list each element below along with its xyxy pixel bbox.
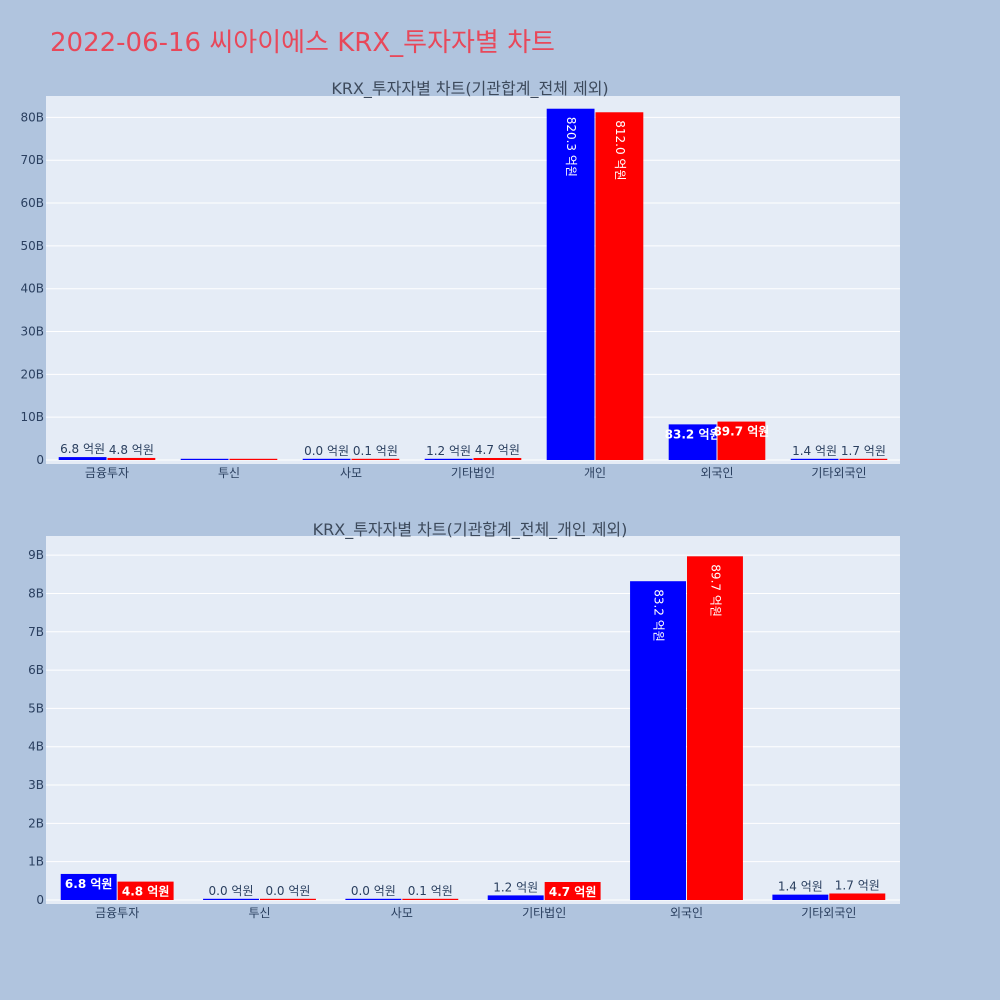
buy-bar [668,424,717,460]
sell-bar [687,556,743,900]
data-label: 0.1 억원 [408,884,453,898]
buy-bar [58,457,107,460]
data-label: 89.7 억원 [713,425,769,439]
sell-bar [402,898,459,900]
sell-bar [544,881,601,900]
data-label: 1.2 억원 [426,444,471,458]
buy-bar [487,895,544,900]
chart-title: KRX_투자자별 차트(기관합계_전체 제외) [331,79,608,99]
data-label: 0.0 억원 [351,884,396,898]
x-tick-label: 외국인 [670,906,703,920]
chart-title: KRX_투자자별 차트(기관합계_전체_개인 제외) [313,520,628,540]
y-tick-label: 30B [20,325,44,339]
data-label: 89.7 억원 [708,564,722,617]
y-tick-label: 10B [20,410,44,424]
data-label: 0.1 억원 [353,444,398,458]
y-tick-label: 2B [28,816,44,830]
data-label: 4.7 억원 [549,885,597,899]
x-tick-label: 금융투자 [85,466,129,480]
y-tick-label: 80B [20,110,44,124]
buy-bar [302,458,351,460]
x-tick-label: 기타외국인 [801,906,856,920]
x-tick-label: 사모 [340,466,362,480]
data-label: 83.2 억원 [652,589,666,642]
y-tick-label: 0 [36,893,44,907]
buy-bar [790,458,839,460]
y-tick-label: 8B [28,586,44,600]
data-label: 1.2 억원 [493,880,538,894]
plot-area [46,96,900,464]
x-tick-label: 사모 [391,906,413,920]
y-tick-label: 1B [28,855,44,869]
y-tick-label: 7B [28,625,44,639]
sell-bar [351,458,400,460]
data-label: 0.0 억원 [265,884,310,898]
sell-bar [229,458,278,460]
data-label: 1.7 억원 [841,444,886,458]
data-label: 820.3 억원 [564,117,578,177]
x-tick-label: 금융투자 [95,906,139,920]
data-label: 4.8 억원 [122,885,170,899]
sell-bar [829,893,886,900]
data-label: 812.0 억원 [613,120,627,180]
y-tick-label: 0 [36,453,44,467]
data-label: 1.4 억원 [778,880,823,894]
y-tick-label: 60B [20,196,44,210]
x-tick-label: 기타법인 [522,906,566,920]
y-tick-label: 20B [20,367,44,381]
sell-bar [260,898,316,900]
y-tick-label: 70B [20,153,44,167]
buy-bar [60,873,117,900]
x-tick-label: 투신 [218,466,240,480]
y-tick-label: 9B [28,548,44,562]
data-label: 0.0 억원 [304,444,349,458]
sell-bar [473,457,522,460]
data-label: 83.2 억원 [665,427,721,441]
y-tick-label: 6B [28,663,44,677]
sell-bar [839,458,888,460]
page-title: 2022-06-16 씨아이에스 KRX_투자자별 차트 [50,28,555,58]
sell-bar [595,112,644,460]
data-label: 1.7 억원 [835,878,880,892]
buy-bar [180,458,229,460]
x-tick-label: 개인 [584,466,606,480]
plot-area [46,536,900,904]
y-tick-label: 40B [20,282,44,296]
buy-bar [546,108,595,460]
sell-bar [717,421,766,460]
buy-bar [630,581,686,900]
x-tick-label: 기타외국인 [811,466,866,480]
data-label: 4.8 억원 [109,443,154,457]
buy-bar [424,458,473,460]
sell-bar [117,881,174,900]
y-tick-label: 5B [28,701,44,715]
data-label: 1.4 억원 [792,444,837,458]
buy-bar [203,898,259,900]
x-tick-label: 기타법인 [451,466,495,480]
y-tick-label: 4B [28,740,44,754]
sell-bar [107,457,156,460]
y-tick-label: 50B [20,239,44,253]
x-tick-label: 외국인 [700,466,733,480]
data-label: 6.8 억원 [60,442,105,456]
buy-bar [345,898,402,900]
data-label: 6.8 억원 [65,877,113,891]
x-tick-label: 투신 [248,906,270,920]
y-tick-label: 3B [28,778,44,792]
data-label: 0.0 억원 [209,884,254,898]
data-label: 4.7 억원 [475,443,520,457]
buy-bar [772,894,829,900]
